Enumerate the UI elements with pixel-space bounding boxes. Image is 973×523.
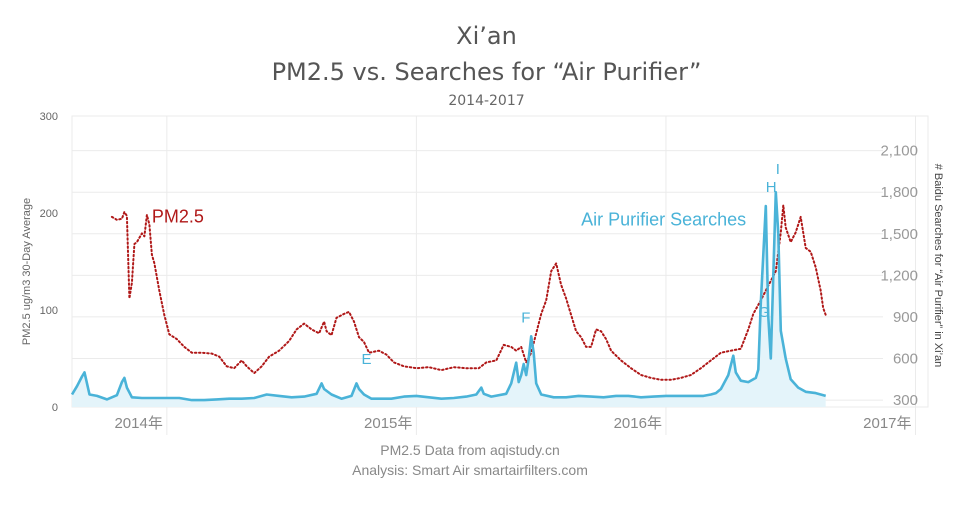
x-tick-label: 2017年 xyxy=(863,415,911,432)
right-tick-label: 2,100 xyxy=(880,143,918,160)
plot-area xyxy=(71,115,929,408)
x-tick-label: 2016年 xyxy=(614,415,662,432)
point-label: H xyxy=(766,179,777,196)
chart-title: Xi’an xyxy=(456,22,517,50)
point-label: G xyxy=(758,304,770,321)
left-tick-label: 100 xyxy=(40,305,58,317)
chart-period: 2014-2017 xyxy=(448,93,525,109)
x-tick-label: 2014年 xyxy=(114,415,162,432)
point-label: I xyxy=(776,161,780,178)
y-axis-label: PM2.5 ug/m3 30-Day Average xyxy=(21,198,33,345)
left-tick-label: 0 xyxy=(52,402,58,414)
searches-area-fill xyxy=(72,192,826,407)
point-label: F xyxy=(521,309,530,326)
series-label-pm25: PM2.5 xyxy=(152,207,204,227)
searches-area xyxy=(72,192,826,407)
right-tick-label: 300 xyxy=(893,392,918,409)
left-tick-label: 200 xyxy=(40,208,58,220)
axes: 300 600 900 1,200 1,500 1,800 2,100 2014年 2015年 2… xyxy=(21,111,944,432)
series-label-searches: Air Purifier Searches xyxy=(581,209,746,229)
searches-line xyxy=(70,190,827,402)
pm25-line xyxy=(110,204,827,381)
plot-frame xyxy=(71,115,929,408)
annotations: PM2.5 Air Purifier Searches E F G HI xyxy=(152,161,780,368)
chart-subtitle: PM2.5 vs. Searches for “Air Purifier” xyxy=(271,58,702,86)
point-label: E xyxy=(361,351,371,368)
right-tick-label: 1,200 xyxy=(880,267,918,284)
left-tick-label: 300 xyxy=(40,111,58,123)
right-tick-label: 600 xyxy=(893,351,918,368)
footer-analysis: Analysis: Smart Air smartairfilters.com xyxy=(352,462,588,478)
x-tick-label: 2015年 xyxy=(364,415,412,432)
right-tick-label: 1,500 xyxy=(880,226,918,243)
series-lines xyxy=(70,190,827,402)
right-tick-label: 900 xyxy=(893,309,918,326)
footer-source: PM2.5 Data from aqistudy.cn xyxy=(380,442,560,458)
right-tick-label: 1,800 xyxy=(880,184,918,201)
y2-axis-label: # Baidu Searches for “Air Purifier” in X… xyxy=(932,164,944,368)
